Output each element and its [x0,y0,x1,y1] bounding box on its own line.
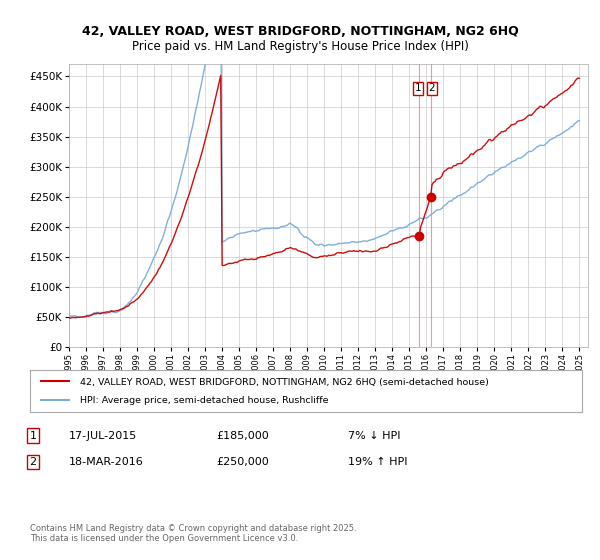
Text: Contains HM Land Registry data © Crown copyright and database right 2025.
This d: Contains HM Land Registry data © Crown c… [30,524,356,543]
Text: Price paid vs. HM Land Registry's House Price Index (HPI): Price paid vs. HM Land Registry's House … [131,40,469,53]
Text: 42, VALLEY ROAD, WEST BRIDGFORD, NOTTINGHAM, NG2 6HQ: 42, VALLEY ROAD, WEST BRIDGFORD, NOTTING… [82,25,518,38]
Text: £250,000: £250,000 [216,457,269,467]
Text: 18-MAR-2016: 18-MAR-2016 [69,457,144,467]
Text: 1: 1 [29,431,37,441]
Text: 42, VALLEY ROAD, WEST BRIDGFORD, NOTTINGHAM, NG2 6HQ (semi-detached house): 42, VALLEY ROAD, WEST BRIDGFORD, NOTTING… [80,377,488,387]
Text: 7% ↓ HPI: 7% ↓ HPI [348,431,401,441]
Text: £185,000: £185,000 [216,431,269,441]
Text: 19% ↑ HPI: 19% ↑ HPI [348,457,407,467]
Text: 2: 2 [428,83,435,94]
Text: HPI: Average price, semi-detached house, Rushcliffe: HPI: Average price, semi-detached house,… [80,396,328,405]
Text: 1: 1 [415,83,421,94]
Text: 17-JUL-2015: 17-JUL-2015 [69,431,137,441]
Text: 2: 2 [29,457,37,467]
